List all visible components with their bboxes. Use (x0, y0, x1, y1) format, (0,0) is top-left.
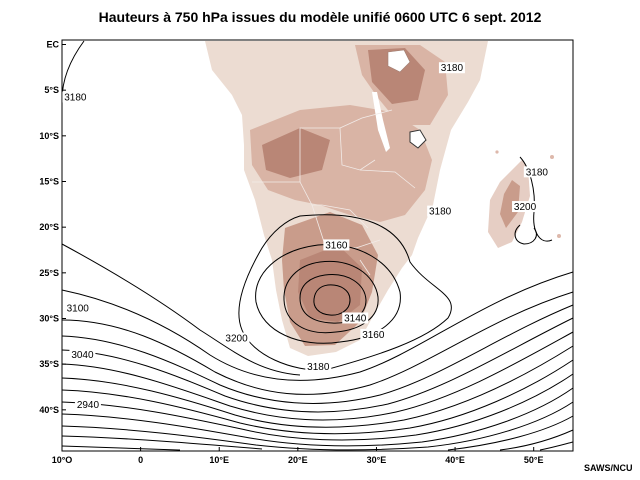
lake-victoria (387, 49, 411, 73)
lon-tick-label: 20°E (288, 455, 308, 465)
lat-tick-label: 15°S (39, 177, 59, 187)
lat-tick-label: 35°S (39, 359, 59, 369)
contour-2980 (61, 373, 574, 441)
contour-label-bg (523, 166, 550, 178)
contour-label-bg (69, 349, 96, 361)
lat-tick-label: 5°S (44, 85, 59, 95)
islands (495, 150, 561, 238)
contour-3100-sw (61, 291, 574, 395)
lat-tick-label: EC (46, 40, 59, 50)
contour-3180-west (61, 40, 85, 101)
contour-3120-sw (61, 271, 574, 381)
contour-label-bg (323, 239, 350, 251)
contour-label-bg (342, 312, 369, 324)
contour-3020 (61, 345, 574, 428)
lon-tick-label: 30°E (367, 455, 387, 465)
contour-label: 3180 (441, 63, 464, 74)
contour-3140-ring-b (299, 274, 367, 324)
lat-tick-label: 40°S (39, 405, 59, 415)
madagascar-highlands (500, 180, 520, 228)
contour-label: 3160 (362, 330, 385, 341)
contour-3060 (61, 317, 574, 413)
contour-label: 3180 (526, 167, 549, 178)
terrain-high-central (262, 128, 330, 178)
lon-tick-label: 10°E (209, 455, 229, 465)
lon-tick-label: 40°E (445, 455, 465, 465)
lake-tanganyika (372, 92, 390, 152)
contour-2900 (61, 429, 574, 451)
longitude-axis: 10°O 0 10°E 20°E 30°E 40°E 50°E (52, 447, 544, 465)
contour-3140-ring-a (283, 260, 379, 334)
contour-3180-south-loop (238, 214, 452, 371)
contour-label: 3180 (307, 362, 330, 373)
contour-label-bg (438, 62, 465, 74)
contour-label-bg (223, 332, 250, 344)
contour-label-bg (512, 201, 539, 213)
contour-3140-core (313, 284, 351, 316)
contour-2960 (61, 387, 574, 447)
contour-3160-outer (255, 244, 401, 344)
contour-label-bg (305, 360, 332, 372)
contour-value-labels: 3180 3180 3180 3180 3200 3160 3140 3160 3180 3200… (62, 62, 550, 411)
contour-label: 3200 (225, 334, 248, 345)
contour-label: 3200 (514, 202, 537, 213)
lon-tick-label: 10°O (52, 455, 73, 465)
contour-3200-west (61, 243, 301, 376)
credit-label: SAWS/NCU (584, 463, 633, 473)
latitude-axis: EC 5°S 10°S 15°S 20°S 25°S 30°S 35°S 40°S (39, 40, 66, 415)
contour-label: 2940 (77, 400, 100, 411)
contour-label-bg (360, 328, 387, 340)
lake-malawi (409, 129, 427, 149)
contour-3040 (61, 331, 574, 421)
contour-label: 3160 (325, 240, 348, 251)
terrain-high-east (368, 48, 425, 104)
contour-3200-madagascar (514, 224, 537, 245)
contour-label: 3180 (64, 92, 87, 103)
contour-label: 3100 (67, 303, 90, 314)
contour-label: 3140 (344, 313, 367, 324)
contour-label-bg (62, 91, 89, 103)
lon-tick-label: 50°E (524, 455, 544, 465)
lat-tick-label: 25°S (39, 268, 59, 278)
lon-tick-label: 0 (138, 455, 143, 465)
contour-2940 (61, 401, 574, 451)
contour-label-bg (74, 399, 101, 411)
lat-tick-label: 10°S (39, 131, 59, 141)
contour-label-bg (427, 205, 454, 217)
contour-label: 3040 (71, 350, 94, 361)
height-contours (61, 40, 574, 451)
contour-3000 (61, 359, 574, 435)
map-title: Hauteurs à 750 hPa issues du modèle unif… (98, 9, 542, 25)
lat-tick-label: 20°S (39, 222, 59, 232)
contour-2880 (539, 441, 574, 451)
contour-label: 3180 (429, 207, 452, 218)
lat-tick-label: 30°S (39, 314, 59, 324)
contour-label-bg (64, 302, 91, 314)
contour-2920 (61, 415, 574, 451)
contour-3080 (61, 304, 574, 404)
